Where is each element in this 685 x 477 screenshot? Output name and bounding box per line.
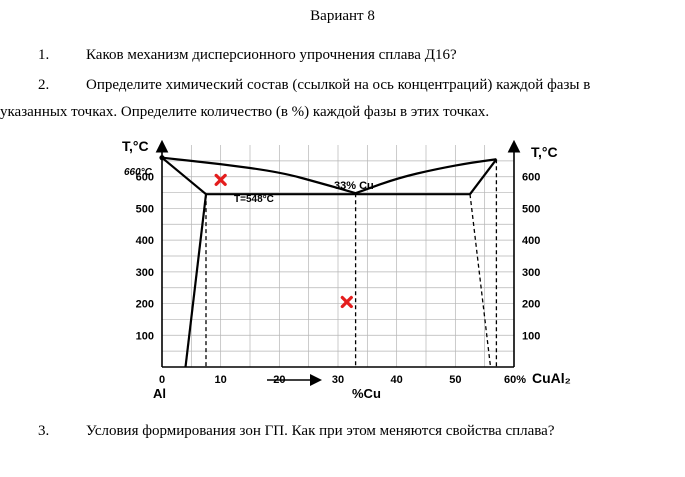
tick-labels: 0 10 20 30 40 50 60% 100 200 300 400 500 600 100 200 30…	[136, 172, 541, 386]
y-tick-label-left: 600	[136, 172, 154, 184]
x-origin-label: Al	[153, 386, 166, 401]
y-axis-right-label: T,°C	[531, 144, 558, 160]
y-tick-label-right: 300	[522, 267, 540, 279]
question-3-text: Условия формирования зон ГП. Как при это…	[86, 423, 555, 439]
question-3: 3. Условия формирования зон ГП. Как при …	[38, 421, 668, 441]
question-3-number: 3.	[38, 423, 50, 439]
y-tick-label-left: 400	[136, 235, 154, 247]
question-1: 1. Каков механизм дисперсионного упрочне…	[38, 45, 668, 65]
dashed-lines	[205, 159, 498, 368]
solvus-left	[184, 194, 208, 368]
y-tick-label-right: 600	[522, 172, 540, 184]
melting-point-marker	[159, 155, 165, 161]
y-tick-label-right: 200	[522, 299, 540, 311]
point-marker-cross	[214, 173, 227, 186]
y-tick-label-right: 500	[522, 203, 540, 215]
y-tick-label-left: 500	[136, 203, 154, 215]
x-tick-label: 10	[215, 374, 227, 386]
y-tick-label-right: 400	[522, 235, 540, 247]
y-axis-left-label: T,°C	[122, 138, 149, 154]
cross-stroke	[214, 173, 227, 186]
y-tick-label-right: 100	[522, 330, 540, 342]
x-tick-label: 0	[159, 374, 165, 386]
eutectic-temperature-label: T=548°C	[234, 194, 274, 205]
cross-stroke	[340, 295, 353, 309]
right-phase-boundary	[469, 158, 498, 195]
x-tick-label: 60%	[504, 374, 526, 386]
dashed-line	[469, 194, 492, 368]
point-marker-cross	[340, 295, 353, 309]
grid-lines	[162, 145, 514, 367]
y-tick-label-left: 300	[136, 267, 154, 279]
question-1-text: Каков механизм дисперсионного упрочнения…	[86, 47, 457, 63]
x-tick-label: 30	[332, 374, 344, 386]
page-title: Вариант 8	[310, 8, 375, 24]
liquidus-left	[160, 156, 356, 195]
x-tick-label: 20	[273, 374, 285, 386]
question-2: 2. Определите химический состав (ссылкой…	[0, 75, 660, 122]
question-2-text-line2: указанных точках. Определите количество …	[0, 104, 490, 120]
x-tick-label: 50	[449, 374, 461, 386]
eutectic-composition-label: 33% Cu	[334, 180, 374, 192]
phase-curves	[159, 155, 498, 368]
x-end-label: CuAl₂	[532, 370, 571, 386]
question-2-text-line1: Определите химический состав (ссылкой на…	[86, 77, 591, 93]
point-markers	[214, 173, 353, 309]
y-tick-label-left: 100	[136, 330, 154, 342]
y-tick-label-left: 200	[136, 299, 154, 311]
melting-point-label: 660°C	[124, 167, 153, 178]
x-axis-label: %Cu	[352, 386, 381, 401]
question-1-number: 1.	[38, 47, 50, 63]
x-tick-label: 40	[391, 374, 403, 386]
question-2-number: 2.	[38, 77, 50, 93]
solidus-left	[161, 156, 207, 196]
plot-frame	[155, 139, 521, 368]
liquidus-right	[354, 158, 497, 195]
